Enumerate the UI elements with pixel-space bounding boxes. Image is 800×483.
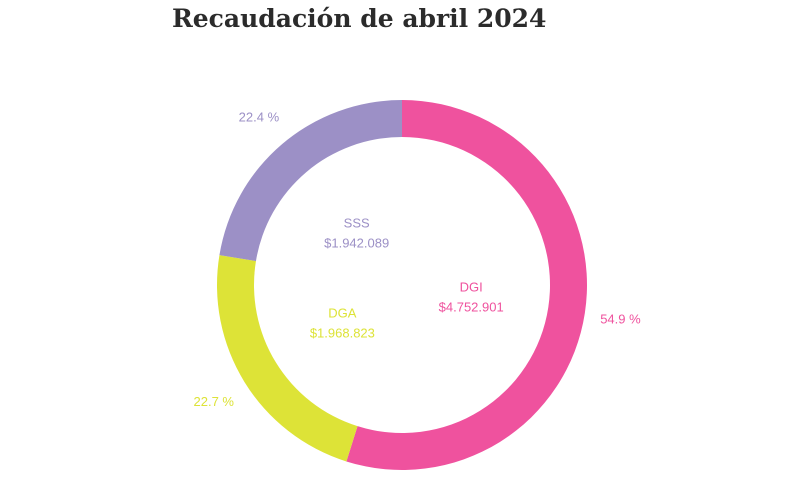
- chart-title: Recaudación de abril 2024: [172, 4, 547, 33]
- labels: 54.9 % DGI $4.752.901 22.7 % DGA $1.968.823 22…: [194, 110, 642, 409]
- value-label-dgi: $4.752.901: [439, 300, 504, 315]
- name-label-dgi: DGI: [460, 280, 483, 295]
- name-label-dga: DGA: [328, 306, 357, 321]
- slices: [217, 100, 587, 470]
- slice-sss[interactable]: [219, 100, 402, 262]
- percent-label-sss: 22.4 %: [239, 110, 280, 125]
- percent-label-dgi: 54.9 %: [600, 312, 641, 327]
- percent-label-dga: 22.7 %: [194, 394, 235, 409]
- value-label-sss: $1.942.089: [324, 236, 389, 251]
- slice-dga[interactable]: [217, 255, 358, 462]
- slice-dgi[interactable]: [346, 100, 587, 470]
- name-label-sss: SSS: [344, 216, 370, 231]
- value-label-dga: $1.968.823: [310, 326, 375, 341]
